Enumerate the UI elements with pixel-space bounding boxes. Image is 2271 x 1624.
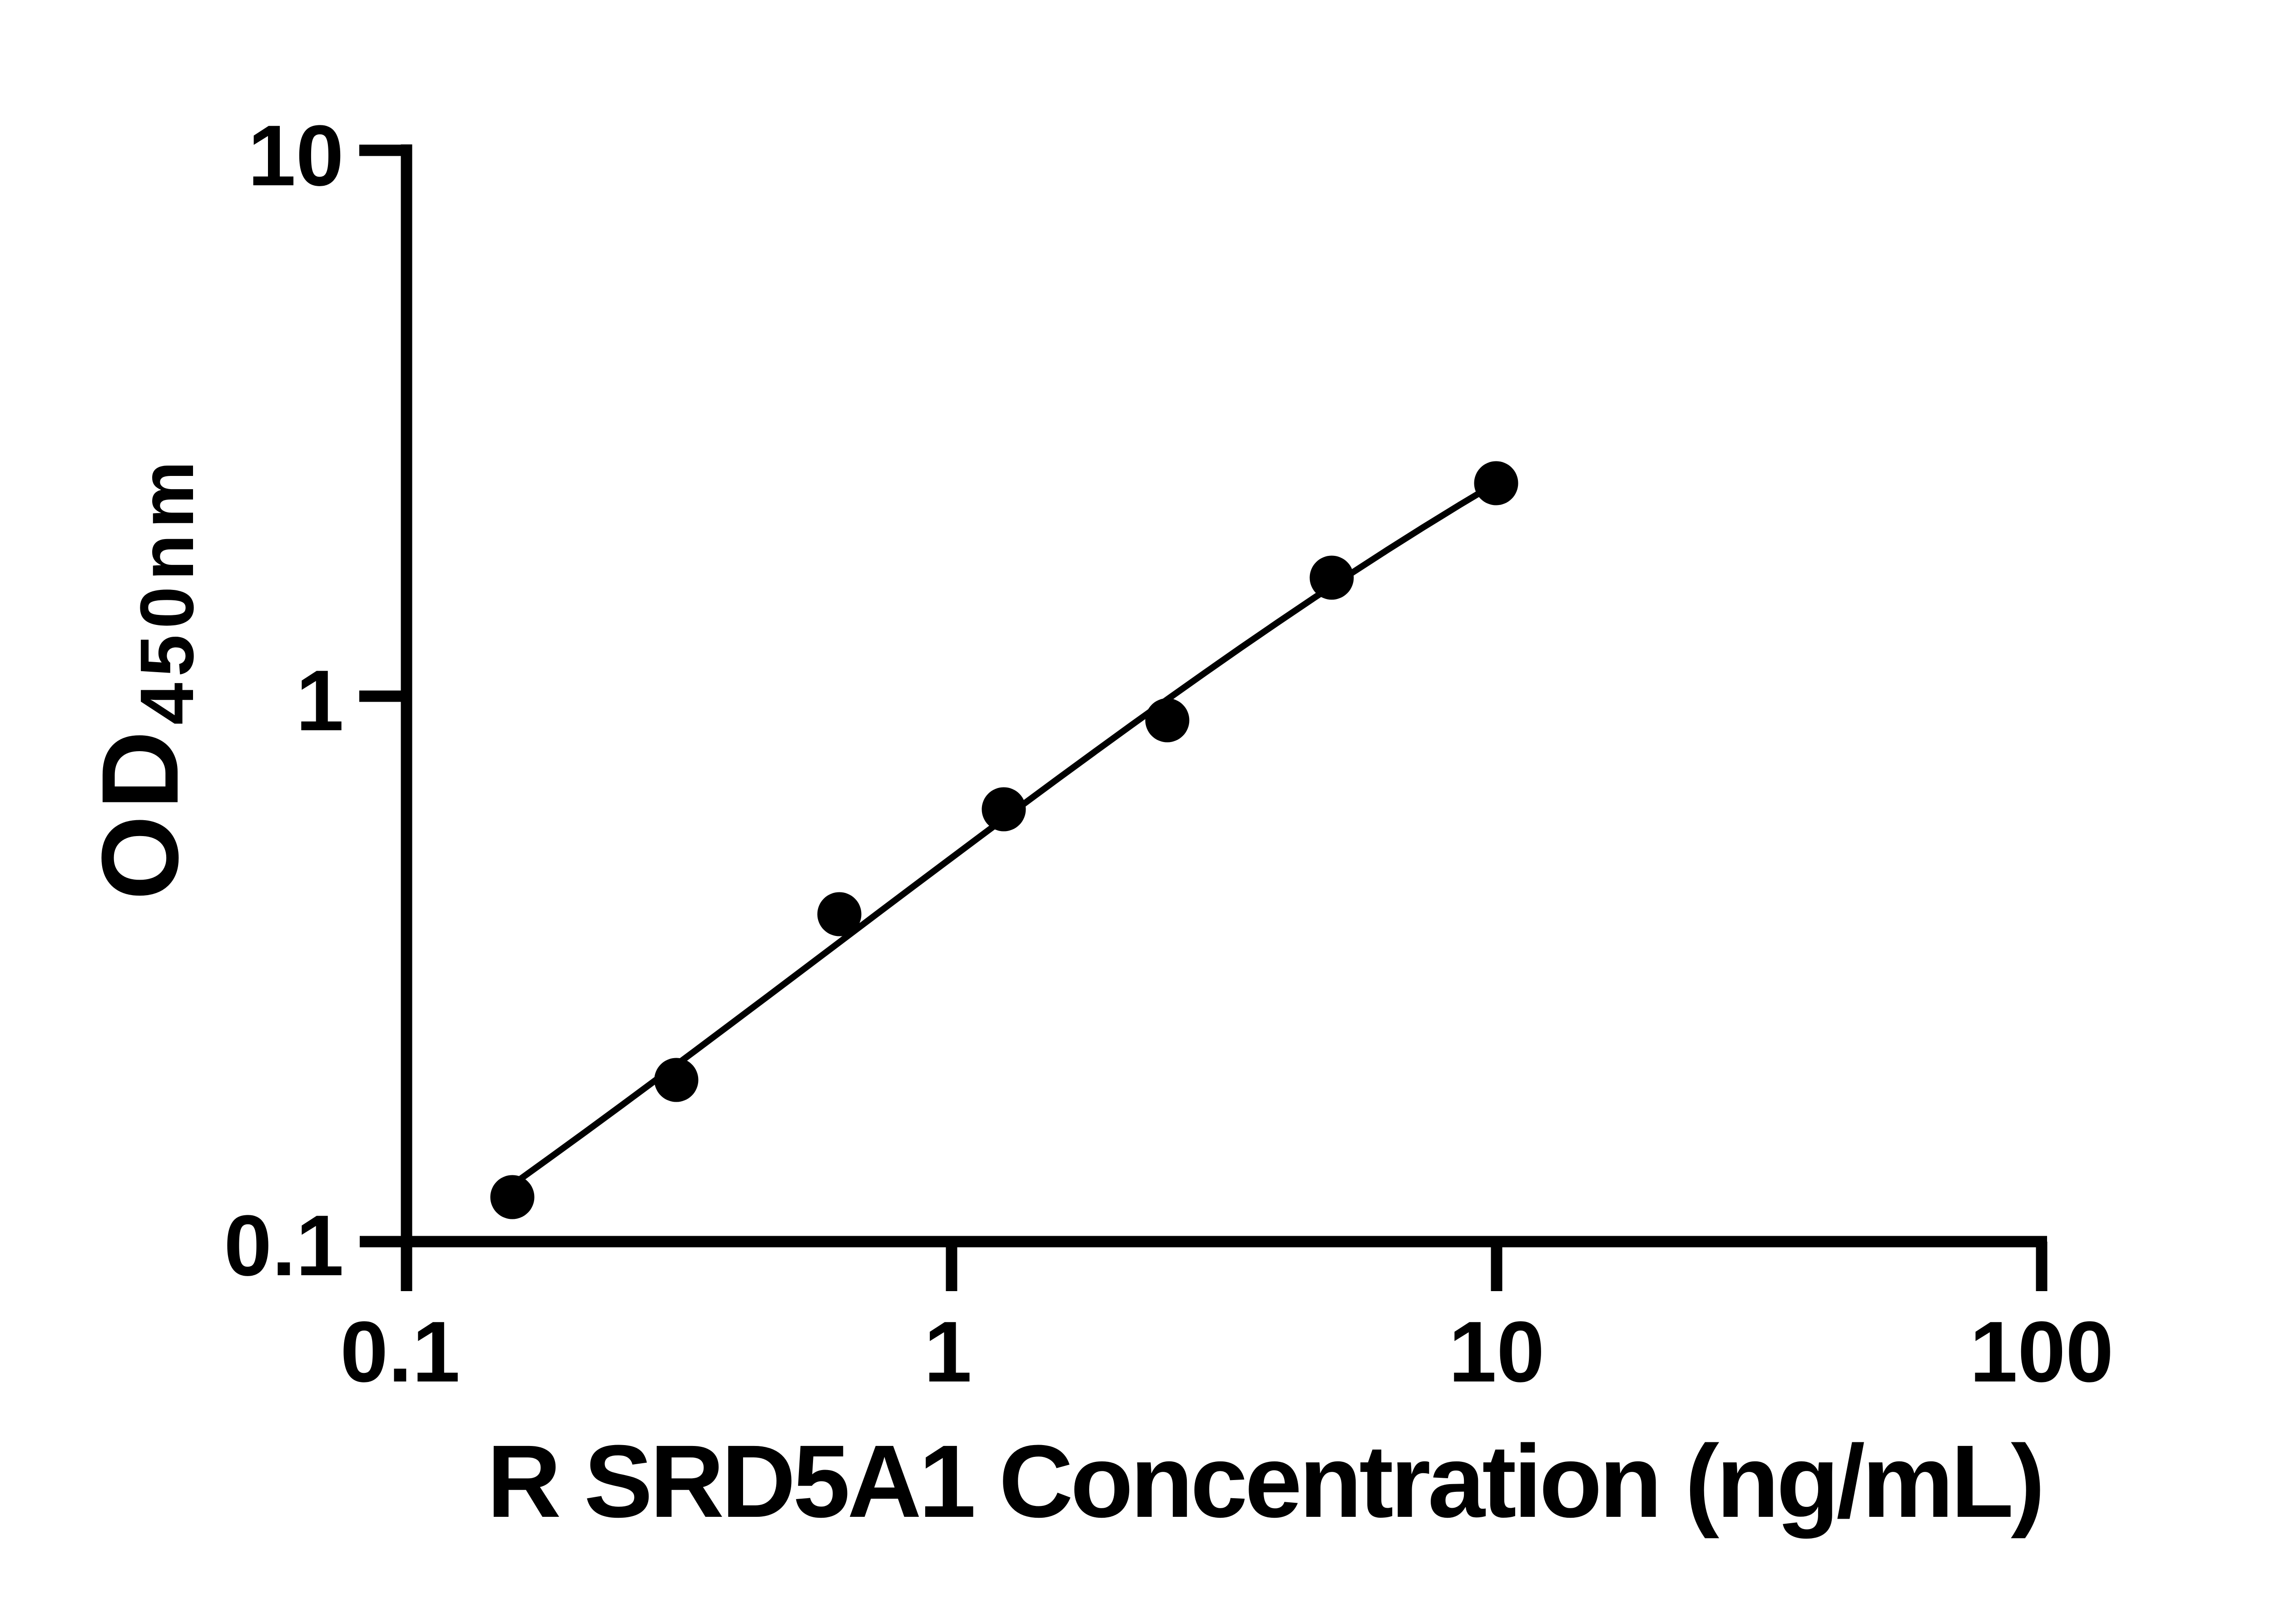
svg-text:0.1: 0.1 bbox=[224, 1198, 344, 1294]
svg-text:OD450nm: OD450nm bbox=[79, 455, 209, 900]
svg-text:10: 10 bbox=[1448, 1304, 1544, 1400]
svg-text:1: 1 bbox=[924, 1304, 972, 1400]
svg-text:100: 100 bbox=[1969, 1304, 2113, 1400]
svg-text:R SRD5A1 Concentration (ng/mL): R SRD5A1 Concentration (ng/mL) bbox=[487, 1424, 2042, 1539]
svg-text:10: 10 bbox=[248, 108, 344, 204]
svg-text:1: 1 bbox=[296, 653, 344, 749]
svg-text:0.1: 0.1 bbox=[340, 1304, 460, 1400]
